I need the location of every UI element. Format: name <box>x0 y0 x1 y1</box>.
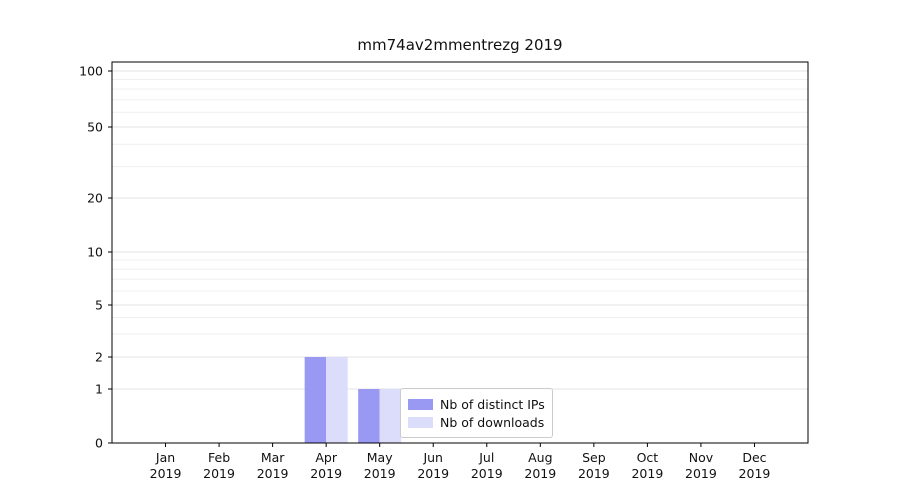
legend-item: Nb of downloads <box>408 413 544 431</box>
bar-downloads <box>379 389 402 443</box>
x-tick-label-year: 2019 <box>364 466 396 481</box>
x-tick-label-year: 2019 <box>739 466 771 481</box>
x-tick-label-year: 2019 <box>578 466 610 481</box>
y-tick-label: 2 <box>95 350 103 365</box>
x-tick-label-year: 2019 <box>150 466 182 481</box>
x-tick-label-year: 2019 <box>471 466 503 481</box>
x-tick-label-month: Jan <box>155 450 175 465</box>
legend: Nb of distinct IPs Nb of downloads <box>400 388 553 438</box>
x-tick-label-month: Dec <box>742 450 766 465</box>
legend-item: Nb of distinct IPs <box>408 395 545 413</box>
x-tick-label-month: Oct <box>637 450 659 465</box>
x-tick-label-year: 2019 <box>631 466 663 481</box>
y-tick-label: 0 <box>95 436 103 451</box>
x-tick-label-year: 2019 <box>524 466 556 481</box>
y-tick-label: 20 <box>87 191 103 206</box>
x-tick-label-year: 2019 <box>417 466 449 481</box>
legend-swatch-downloads <box>408 416 433 428</box>
x-tick-label-year: 2019 <box>685 466 717 481</box>
x-tick-label-month: May <box>367 450 393 465</box>
chart-title: mm74av2mmentrezg 2019 <box>357 36 563 54</box>
y-tick-label: 1 <box>95 382 103 397</box>
legend-swatch-distinct-ips <box>408 398 433 410</box>
bar-distinct-ips <box>358 389 380 443</box>
y-tick-label: 10 <box>87 245 103 260</box>
y-tick-label: 100 <box>79 63 103 78</box>
x-tick-label-month: Aug <box>528 450 552 465</box>
x-tick-label-month: Jun <box>422 450 443 465</box>
y-tick-label: 5 <box>95 298 103 313</box>
x-tick-label-month: Mar <box>261 450 285 465</box>
y-tick-label: 50 <box>87 119 103 134</box>
x-tick-label-year: 2019 <box>203 466 235 481</box>
x-tick-label-month: Nov <box>689 450 714 465</box>
bar-downloads <box>326 357 348 443</box>
x-tick-label-month: Feb <box>208 450 230 465</box>
x-tick-label-month: Sep <box>582 450 606 465</box>
x-tick-label-month: Apr <box>315 450 337 465</box>
x-tick-label-month: Jul <box>478 450 494 465</box>
x-tick-label-year: 2019 <box>310 466 342 481</box>
x-tick-label-year: 2019 <box>257 466 289 481</box>
bar-distinct-ips <box>304 357 327 443</box>
legend-label: Nb of downloads <box>440 414 545 430</box>
legend-label: Nb of distinct IPs <box>440 396 545 412</box>
